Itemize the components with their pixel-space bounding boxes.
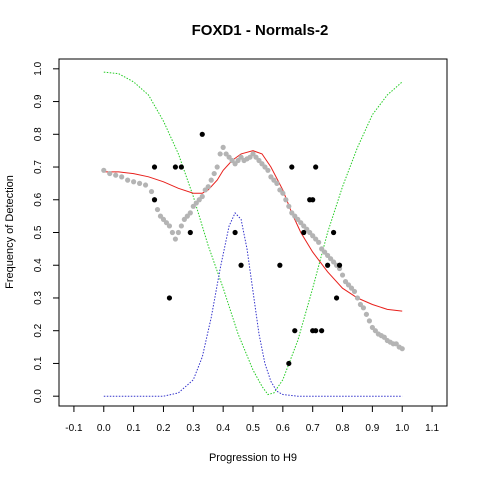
curves-layer — [103, 71, 403, 397]
observed-point — [238, 262, 244, 268]
x-tick-label: 0.9 — [365, 423, 379, 434]
y-tick-label: 0.1 — [33, 356, 44, 370]
y-tick-label: 0.6 — [33, 192, 44, 206]
x-tick-label: -0.1 — [65, 423, 83, 434]
y-axis: 0.0 0.1 0.2 0.3 0.4 0.5 0.6 0.7 0.8 0.9 1.0 — [33, 61, 60, 403]
fit-curve-line — [103, 150, 403, 312]
blue-curve-line — [103, 212, 403, 397]
x-tick-label: 0.2 — [157, 423, 171, 434]
smoothed-point — [107, 170, 113, 177]
y-tick-label: 0.0 — [33, 389, 44, 403]
observed-point — [289, 164, 295, 170]
observed-point — [336, 262, 343, 268]
x-tick-label: 0.8 — [336, 423, 350, 434]
smoothed-point — [316, 239, 322, 245]
observed-point — [286, 360, 292, 367]
smoothed-point — [283, 197, 289, 203]
smoothed-point — [131, 179, 137, 185]
observed-point — [313, 164, 319, 170]
smoothed-point — [360, 305, 367, 311]
y-tick-label: 0.8 — [33, 127, 44, 141]
smoothed-point — [220, 144, 226, 150]
observed-point — [232, 229, 238, 236]
smoothed-point — [363, 311, 370, 317]
smoothed-point — [217, 151, 223, 157]
x-tick-label: 0.6 — [276, 423, 290, 434]
smoothed-point — [169, 229, 176, 236]
smoothed-point — [205, 184, 211, 190]
observed-point — [187, 229, 193, 236]
smoothed-point — [125, 177, 131, 183]
y-axis-label: Frequency of Detection — [4, 175, 16, 289]
smoothed-point — [208, 177, 214, 183]
smoothed-point — [101, 167, 107, 173]
observed-point — [166, 295, 173, 301]
observed-point — [178, 164, 184, 170]
smoothed-point — [178, 223, 184, 229]
smoothed-point — [214, 164, 220, 170]
observed-point — [319, 328, 325, 334]
x-tick-label: 0.3 — [186, 423, 200, 434]
observed-point — [151, 164, 158, 170]
smoothed-point — [166, 223, 173, 229]
observed-point — [172, 164, 178, 170]
observed-point — [151, 197, 158, 203]
smoothed-point — [154, 206, 161, 213]
x-axis-label: Progression to H9 — [209, 452, 297, 464]
y-tick-label: 0.4 — [33, 258, 44, 272]
y-tick-label: 1.0 — [33, 61, 44, 75]
smoothed-point — [113, 172, 119, 178]
smoothed-point — [175, 229, 181, 236]
x-tick-label: 0.1 — [127, 423, 141, 434]
points-layer — [101, 131, 405, 367]
smoothed-point — [119, 174, 125, 180]
smoothed-point — [172, 236, 178, 242]
smoothed-point — [280, 190, 286, 196]
smoothed-point — [399, 346, 405, 352]
chart-title: FOXD1 - Normals-2 — [192, 22, 329, 39]
x-tick-label: 0.4 — [216, 423, 230, 434]
smoothed-point — [274, 180, 280, 186]
observed-point — [313, 328, 319, 334]
observed-point — [292, 328, 298, 334]
smoothed-point — [136, 180, 143, 186]
y-tick-label: 0.9 — [33, 94, 44, 108]
smoothed-point — [265, 167, 271, 173]
smoothed-point — [366, 318, 372, 324]
smoothed-point — [286, 203, 292, 209]
x-tick-label: 0.0 — [97, 423, 111, 434]
observed-point — [333, 295, 340, 301]
x-tick-label: 1.0 — [395, 423, 409, 434]
observed-point — [330, 229, 337, 236]
green-curve-line — [103, 71, 403, 396]
y-tick-label: 0.3 — [33, 291, 44, 305]
y-tick-label: 0.7 — [33, 160, 44, 174]
x-tick-label: 1.1 — [425, 423, 439, 434]
smoothed-point — [339, 272, 346, 278]
y-tick-label: 0.2 — [33, 323, 44, 337]
plot-frame — [58, 58, 448, 407]
x-axis: -0.1 0.0 0.1 0.2 0.3 0.4 0.5 0.6 0.7 0.8 0.9 1.0 1.1 — [65, 405, 439, 434]
smoothed-point — [199, 193, 205, 200]
observed-point — [301, 229, 307, 236]
smoothed-point — [351, 288, 358, 295]
observed-point — [325, 262, 331, 268]
x-tick-label: 0.7 — [306, 423, 320, 434]
smoothed-point — [354, 295, 361, 301]
observed-point — [277, 262, 283, 268]
observed-point — [199, 131, 205, 137]
observed-point — [310, 197, 316, 203]
smoothed-point — [148, 188, 155, 195]
y-tick-label: 0.5 — [33, 225, 44, 239]
x-tick-label: 0.5 — [246, 423, 260, 434]
smoothed-point — [187, 210, 193, 216]
smoothed-point — [211, 170, 217, 177]
smoothed-point — [142, 182, 149, 188]
